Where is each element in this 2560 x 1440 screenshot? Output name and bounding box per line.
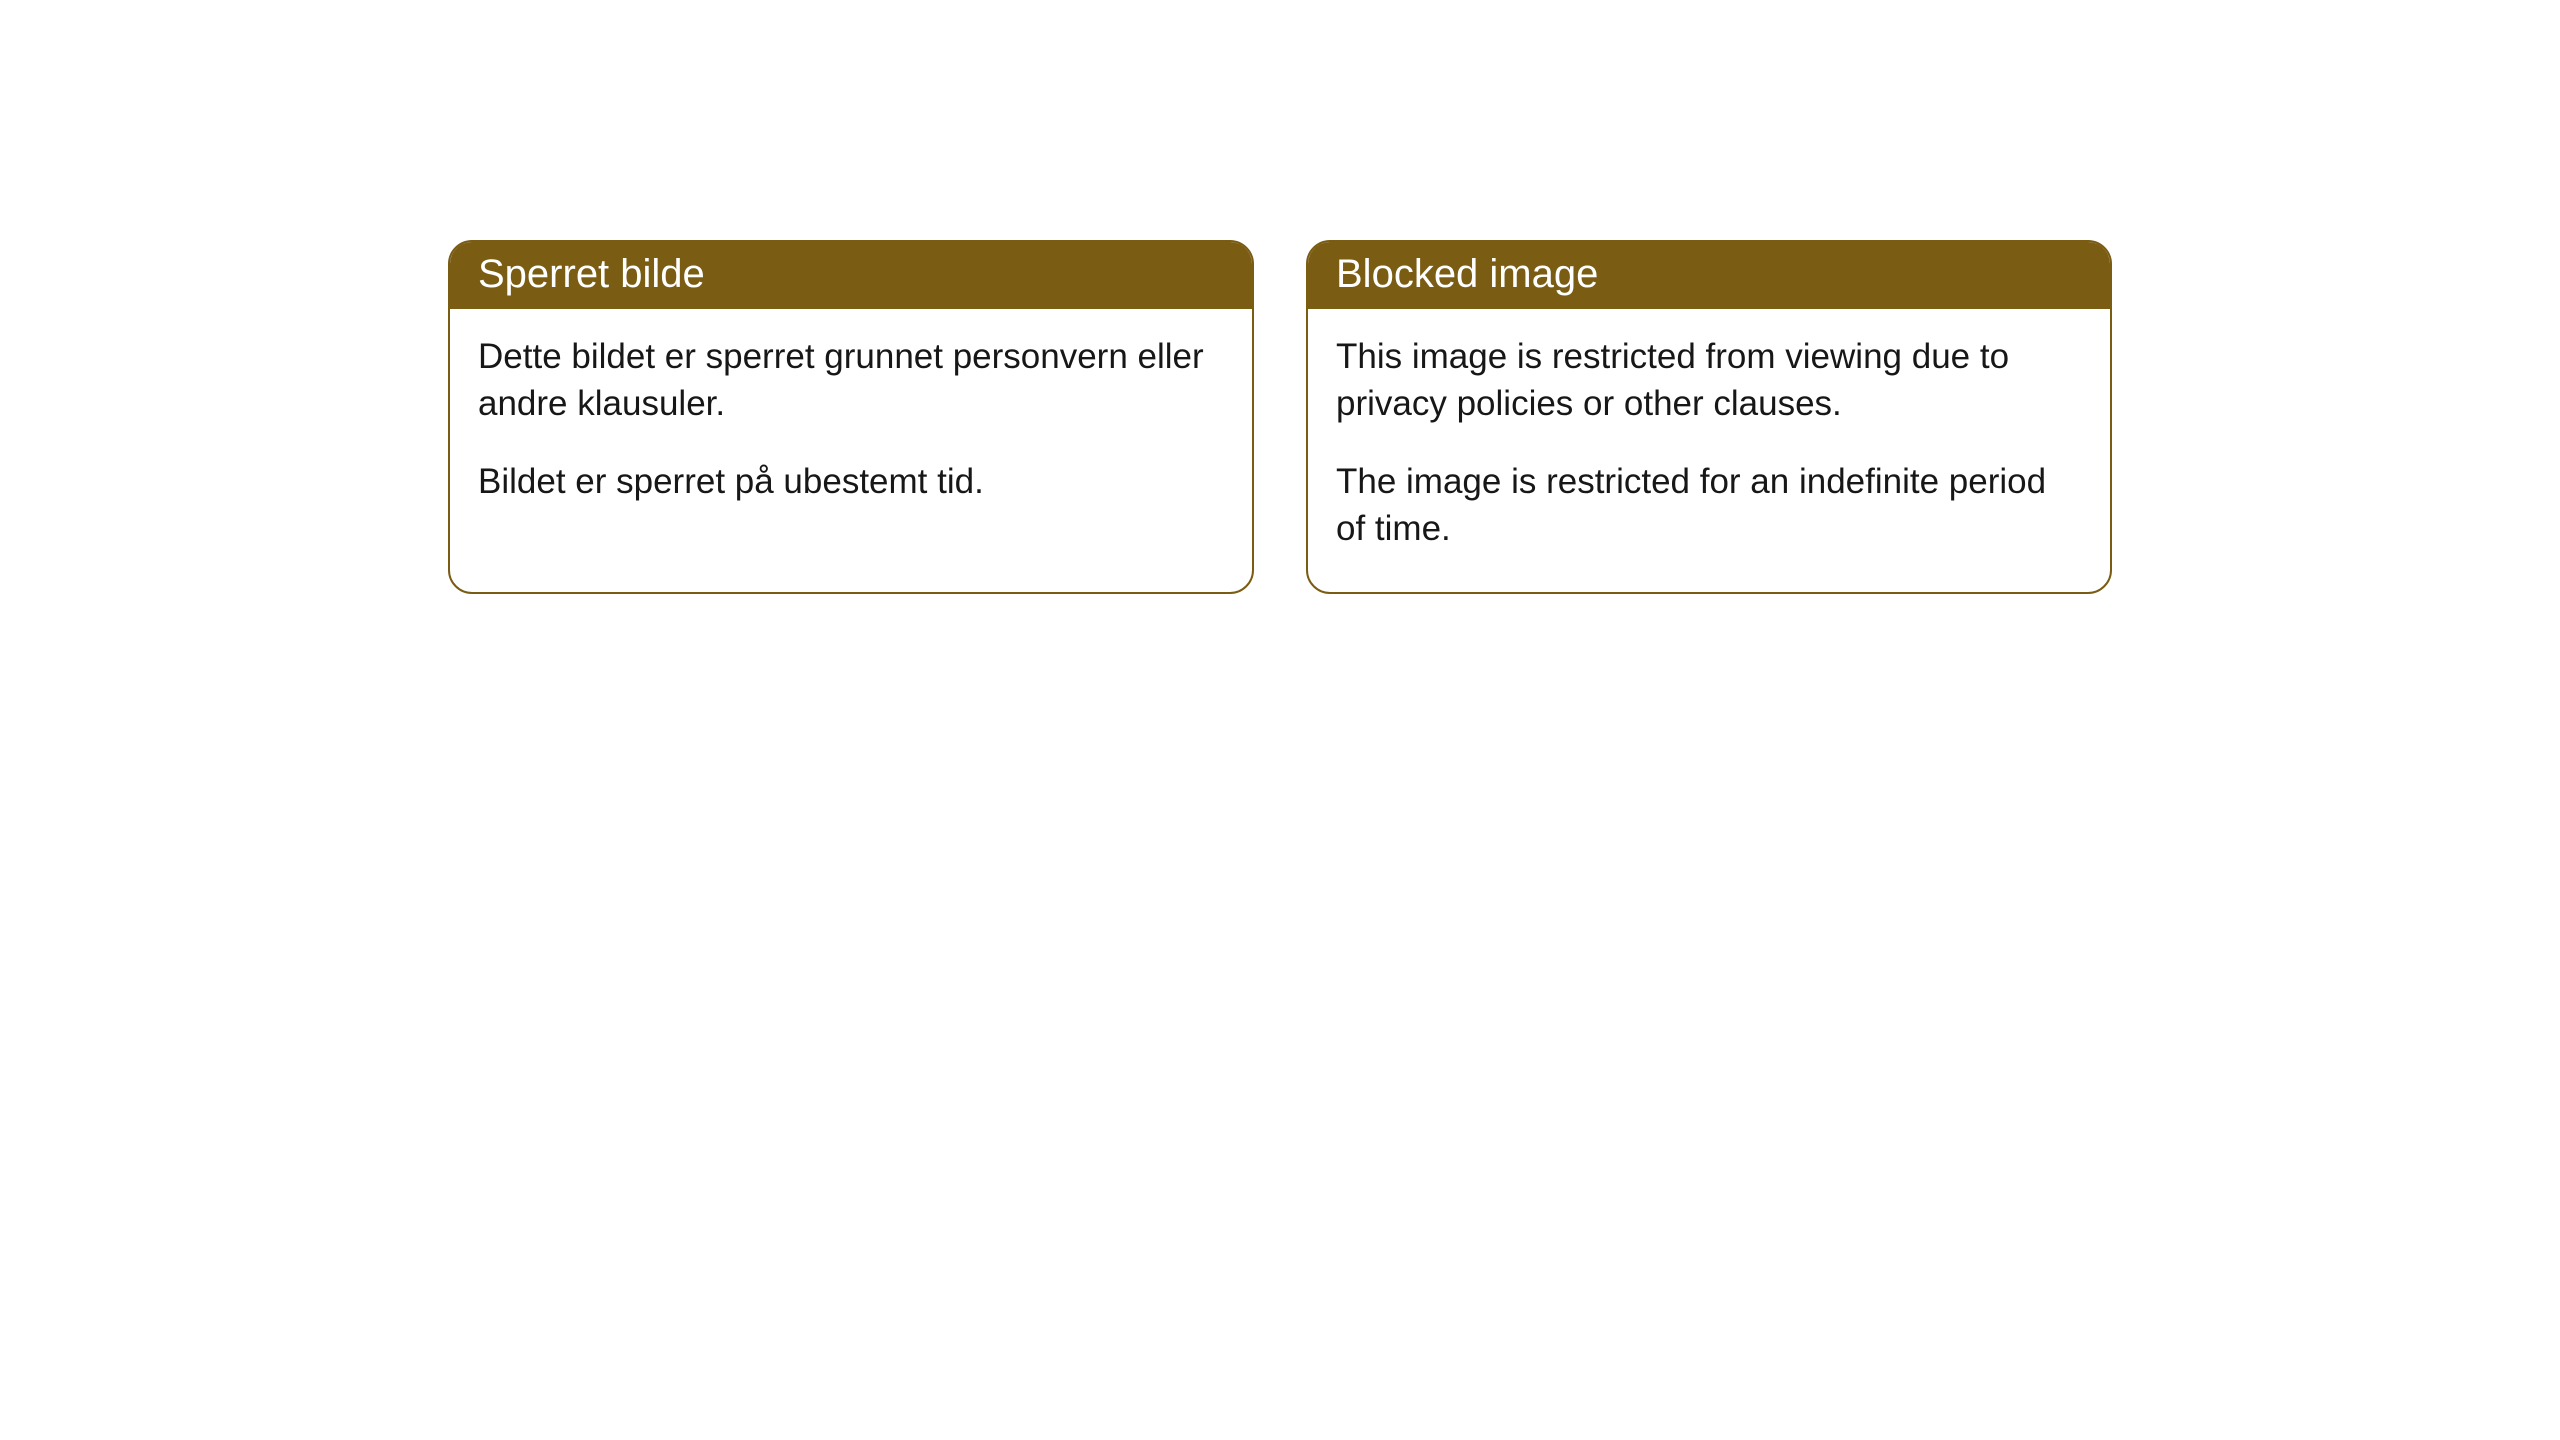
card-title: Blocked image	[1336, 252, 1598, 296]
card-paragraph: Dette bildet er sperret grunnet personve…	[478, 333, 1224, 428]
card-paragraph: This image is restricted from viewing du…	[1336, 333, 2082, 428]
card-paragraph: The image is restricted for an indefinit…	[1336, 458, 2082, 553]
card-paragraph: Bildet er sperret på ubestemt tid.	[478, 458, 1224, 505]
card-body-norwegian: Dette bildet er sperret grunnet personve…	[450, 309, 1252, 545]
blocked-image-card-norwegian: Sperret bilde Dette bildet er sperret gr…	[448, 240, 1254, 594]
card-header-norwegian: Sperret bilde	[450, 242, 1252, 309]
blocked-image-card-english: Blocked image This image is restricted f…	[1306, 240, 2112, 594]
card-title: Sperret bilde	[478, 252, 705, 296]
card-body-english: This image is restricted from viewing du…	[1308, 309, 2110, 592]
notice-cards-container: Sperret bilde Dette bildet er sperret gr…	[448, 240, 2112, 594]
card-header-english: Blocked image	[1308, 242, 2110, 309]
